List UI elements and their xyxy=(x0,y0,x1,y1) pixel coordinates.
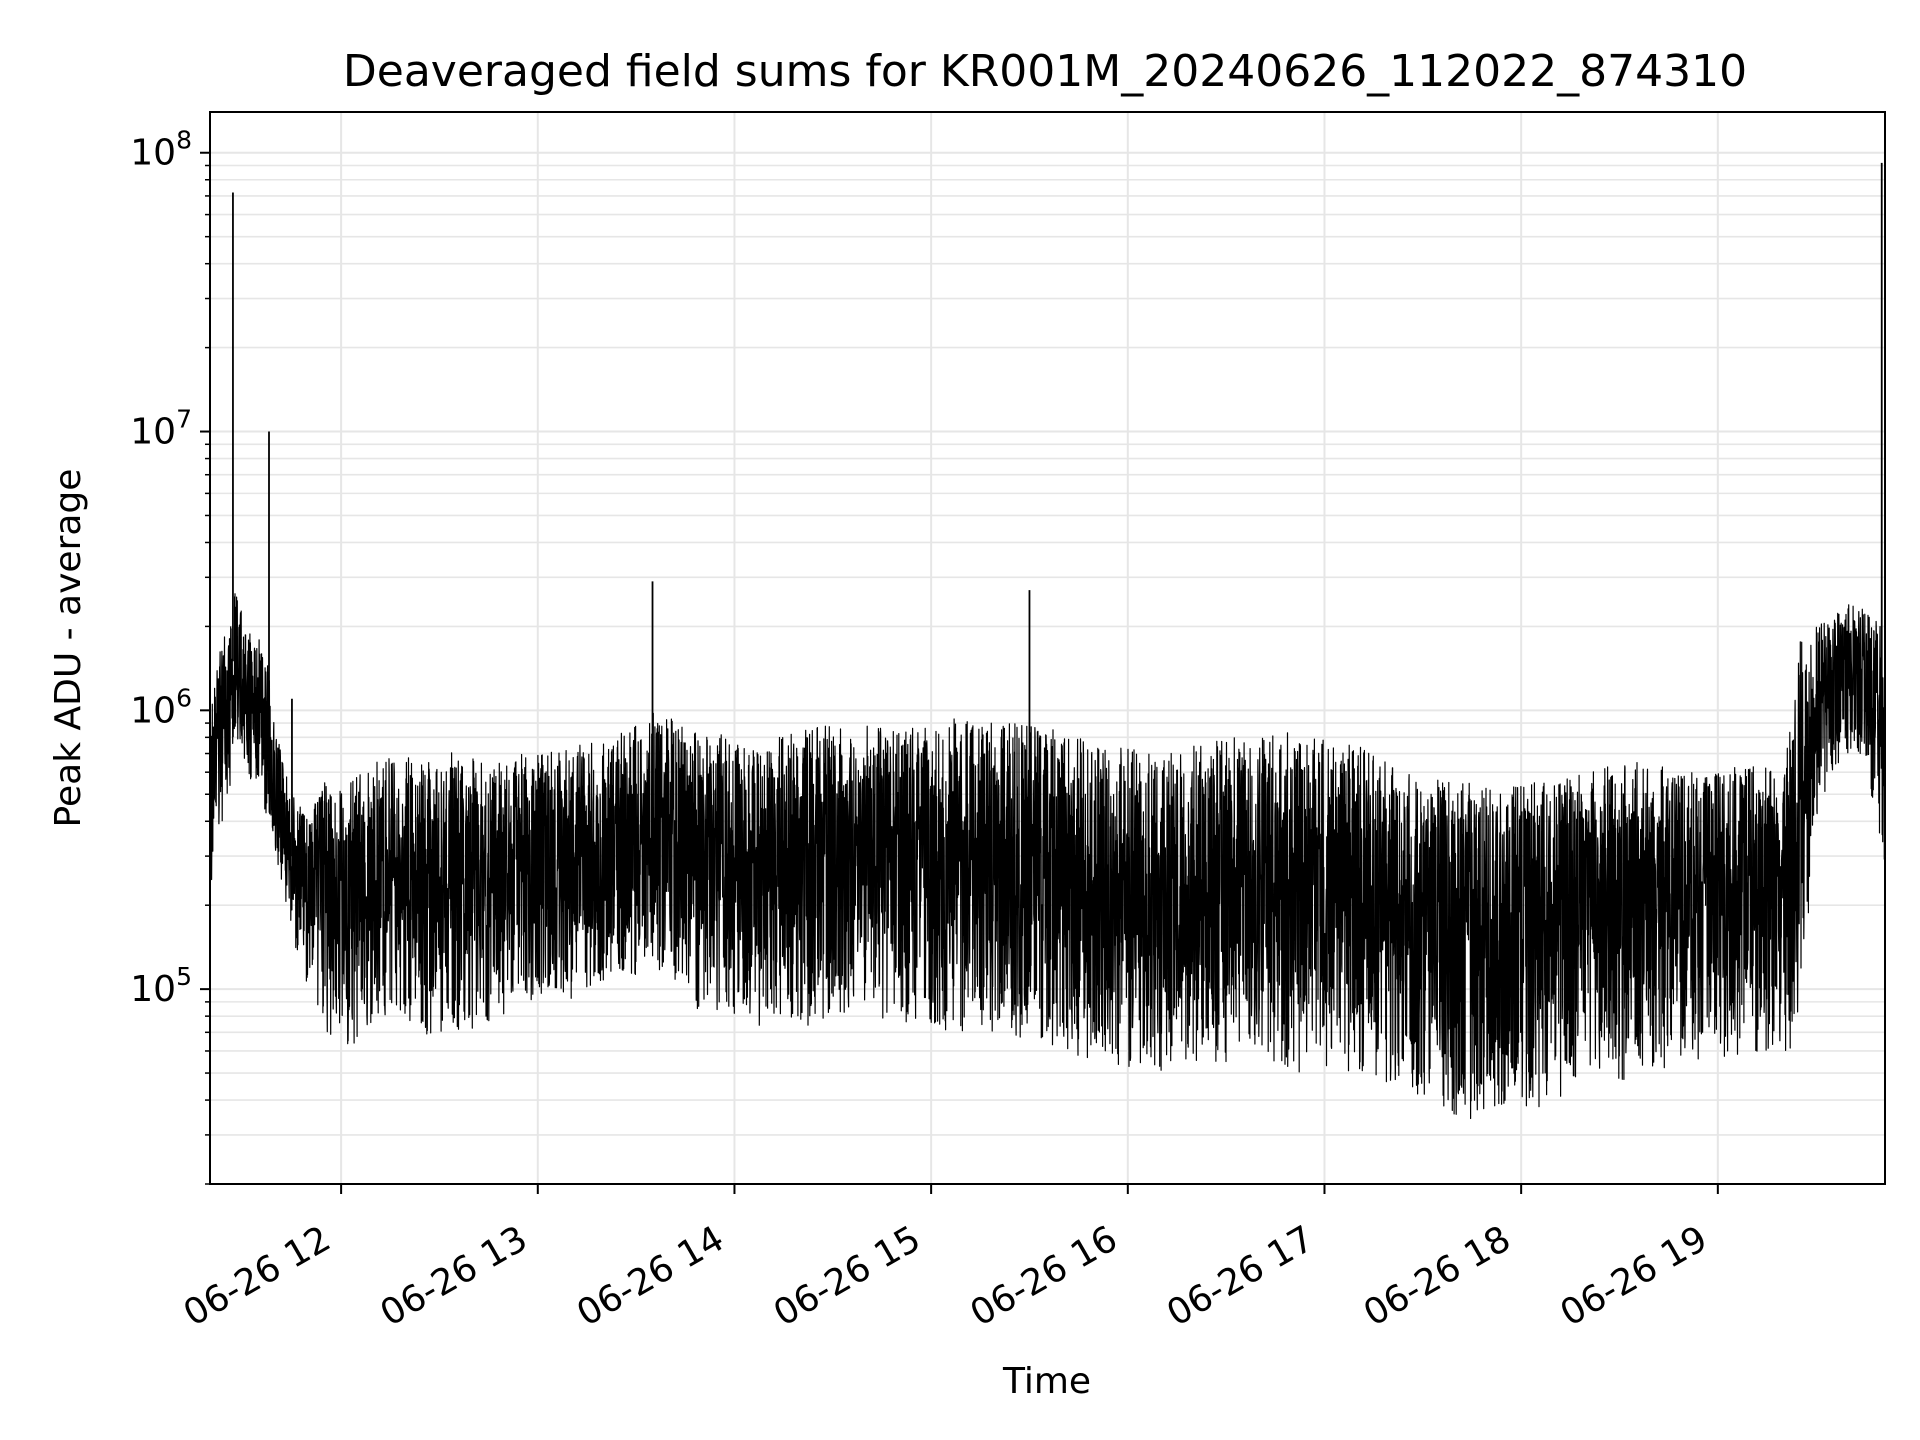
y-tick-label: 105 xyxy=(130,962,192,1010)
data-series xyxy=(210,162,1885,1119)
y-axis-label: Peak ADU - average xyxy=(48,469,89,828)
y-tick-label: 108 xyxy=(130,126,192,174)
y-axis-ticks: 105 106 107 108 xyxy=(130,126,210,1185)
plot-area-frame xyxy=(209,111,1886,1185)
x-axis-label: Time xyxy=(1002,1361,1091,1402)
chart-title: Deaveraged field sums for KR001M_2024062… xyxy=(343,46,1747,97)
y-tick-label: 107 xyxy=(130,405,192,453)
y-tick-label: 106 xyxy=(130,683,192,731)
series-line xyxy=(210,594,1885,1119)
